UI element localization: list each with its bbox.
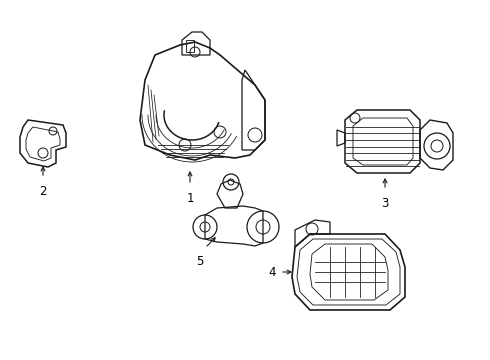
Text: 3: 3 [381, 197, 389, 210]
Text: 1: 1 [186, 192, 194, 205]
Text: 2: 2 [39, 185, 47, 198]
Text: 5: 5 [196, 255, 204, 268]
Text: 4: 4 [268, 266, 276, 279]
